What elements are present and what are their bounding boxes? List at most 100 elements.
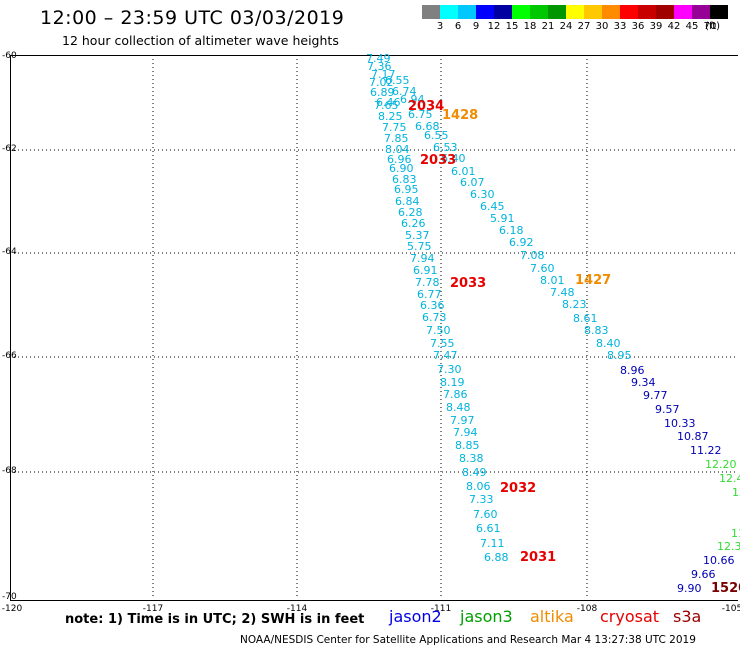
wave-height-value: 8.25	[378, 110, 403, 123]
color-scale-label: 36	[631, 21, 645, 32]
color-swatch	[710, 5, 728, 19]
wave-height-value: 6.88	[484, 551, 509, 564]
legend-cryosat: cryosat	[600, 607, 660, 626]
wave-height-value: 7.08	[520, 249, 545, 262]
wave-height-value: 6.83	[392, 173, 417, 186]
wave-height-value: 7.02	[369, 76, 394, 89]
wave-height-value: 8.40	[596, 337, 621, 350]
wave-height-value: 12.4	[732, 486, 740, 499]
wave-height-value: 8.61	[573, 312, 598, 325]
wave-height-value: 5.75	[407, 240, 432, 253]
wave-height-value: 6.40	[441, 152, 466, 165]
wave-height-value: 9.66	[691, 568, 716, 581]
wave-height-value: 6.61	[476, 522, 501, 535]
color-swatch	[692, 5, 710, 19]
wave-height-value: 6.94	[400, 93, 425, 106]
wave-height-value: 7.17	[371, 68, 396, 81]
pass-time-label: 2033	[450, 276, 486, 291]
wave-height-value: 12.4	[719, 472, 740, 485]
pass-time-label: 2033	[420, 153, 456, 168]
legend-s3a: s3a	[673, 607, 702, 626]
wave-height-value: 6.55	[424, 129, 449, 142]
wave-height-value: 7.60	[473, 508, 498, 521]
wave-height-value: 7.78	[415, 276, 440, 289]
wave-height-value: 6.95	[394, 183, 419, 196]
footnote: note: 1) Time is in UTC; 2) SWH is in fe…	[65, 612, 365, 627]
wave-height-value: 6.53	[433, 141, 458, 154]
color-scale-label: 70	[703, 21, 717, 32]
wave-height-value: 7.65	[374, 99, 399, 112]
wave-height-value: 7.94	[453, 426, 478, 439]
pass-time-label: 2032	[500, 481, 536, 496]
wave-height-value: 9.90	[677, 582, 702, 595]
color-scale-label: 6	[454, 21, 462, 32]
color-swatch	[458, 5, 476, 19]
legend-altika: altika	[530, 607, 574, 626]
color-scale-label: 15	[505, 21, 519, 32]
color-scale-label: 27	[577, 21, 591, 32]
latitude-label: -68	[2, 466, 17, 476]
longitude-label: -120	[1, 604, 23, 614]
color-scale-label: 9	[472, 21, 480, 32]
wave-height-value: 12.3	[717, 540, 740, 553]
color-scale-bar	[422, 5, 728, 19]
wave-height-value: 6.77	[417, 288, 442, 301]
wave-height-value: 7.86	[443, 388, 468, 401]
color-scale-label: 45	[685, 21, 699, 32]
wave-height-value: 6.28	[398, 206, 423, 219]
wave-height-value: 6.01	[451, 165, 476, 178]
color-swatch	[494, 5, 512, 19]
wave-height-value: 7.11	[480, 537, 505, 550]
wave-height-value: 6.89	[370, 86, 395, 99]
color-swatch	[440, 5, 458, 19]
wave-height-value: 7.49	[366, 52, 391, 65]
color-scale-unit: (ft)	[705, 21, 721, 32]
pass-time-label: 1427	[575, 273, 611, 288]
color-swatch	[638, 5, 656, 19]
wave-height-value: 10.66	[703, 554, 735, 567]
color-scale-label: 39	[649, 21, 663, 32]
pass-time-label: 1520	[711, 581, 740, 596]
wave-height-value: 6.73	[422, 311, 447, 324]
color-swatch	[566, 5, 584, 19]
wave-height-value: 8.95	[607, 349, 632, 362]
page-subtitle: 12 hour collection of altimeter wave hei…	[62, 33, 339, 48]
color-swatch	[656, 5, 674, 19]
wave-height-value: 6.92	[509, 236, 534, 249]
wave-height-value: 6.84	[395, 195, 420, 208]
wave-height-value: 10.33	[664, 417, 696, 430]
wave-height-value: 9.57	[655, 403, 680, 416]
wave-height-value: 11.22	[690, 444, 722, 457]
wave-height-value: 12.20	[705, 458, 737, 471]
wave-height-value: 7.30	[437, 363, 462, 376]
wave-height-value: 8.04	[385, 143, 410, 156]
wave-height-value: 8.96	[620, 364, 645, 377]
wave-height-value: 6.30	[470, 188, 495, 201]
pass-time-label: 2034	[408, 99, 444, 114]
wave-height-value: 9.34	[631, 376, 656, 389]
wave-height-value: 8.49	[462, 466, 487, 479]
wave-height-value: 6.46	[376, 96, 401, 109]
latitude-label: -62	[2, 144, 17, 154]
wave-height-value: 7.33	[469, 493, 494, 506]
wave-height-value: 6.55	[385, 74, 410, 87]
wave-height-value: 8.48	[446, 401, 471, 414]
color-swatch	[620, 5, 638, 19]
wave-height-value: 6.07	[460, 176, 485, 189]
color-swatch	[584, 5, 602, 19]
color-swatch	[674, 5, 692, 19]
wave-height-value: 6.74	[392, 85, 417, 98]
map-frame	[10, 55, 738, 601]
color-scale-label: 24	[559, 21, 573, 32]
wave-height-value: 5.91	[490, 212, 515, 225]
color-scale-label: 42	[667, 21, 681, 32]
latitude-label: -66	[2, 351, 17, 361]
legend-jason2: jason2	[389, 607, 442, 626]
wave-height-value: 6.45	[480, 200, 505, 213]
pass-time-label: 2031	[520, 550, 556, 565]
wave-height-value: 8.23	[562, 298, 587, 311]
latitude-label: -64	[2, 247, 17, 257]
color-swatch	[512, 5, 530, 19]
wave-height-value: 8.38	[459, 452, 484, 465]
page-title: 12:00 – 23:59 UTC 03/03/2019	[40, 7, 345, 29]
